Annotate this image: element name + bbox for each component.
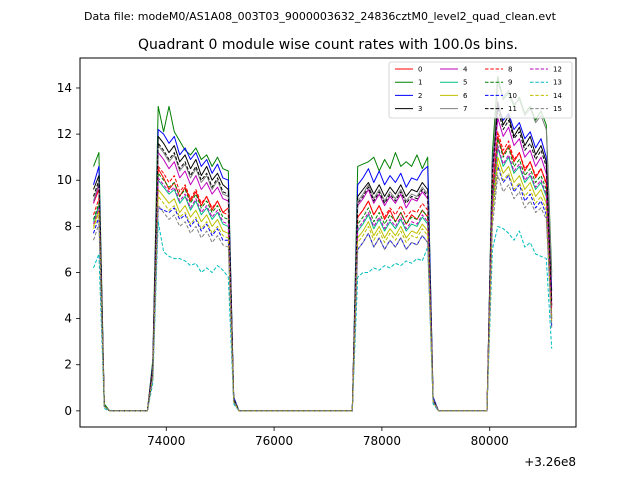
x-tick-label: 78000 — [363, 434, 401, 448]
legend-label-12: 12 — [553, 66, 562, 74]
series-layer — [93, 75, 553, 412]
series-line-2 — [93, 105, 553, 412]
x-axis-ticks: 74000 76000 78000 80000 — [147, 427, 509, 448]
x-tick-label: 80000 — [471, 434, 509, 448]
y-tick-label: 10 — [57, 173, 72, 187]
legend-label-10: 10 — [508, 92, 517, 100]
y-tick-label: 12 — [57, 127, 72, 141]
series-line-11 — [93, 108, 553, 412]
x-offset-label: +3.26e8 — [524, 455, 576, 469]
series-line-15 — [93, 175, 553, 412]
legend-label-11: 11 — [508, 105, 517, 113]
legend-label-3: 3 — [418, 105, 422, 113]
legend-box — [388, 61, 573, 119]
legend-label-6: 6 — [463, 92, 468, 100]
y-tick-label: 2 — [64, 358, 72, 372]
legend-label-1: 1 — [418, 79, 422, 87]
legend-label-8: 8 — [508, 66, 512, 74]
y-tick-label: 14 — [57, 81, 72, 95]
series-line-13 — [93, 221, 553, 412]
legend-label-13: 13 — [553, 79, 562, 87]
plot-frame — [79, 57, 577, 428]
legend-label-15: 15 — [553, 105, 562, 113]
y-axis-ticks: 0 2 4 6 8 10 12 14 — [57, 81, 80, 418]
series-line-14 — [93, 163, 553, 412]
y-tick-label: 6 — [64, 265, 72, 279]
y-tick-label: 4 — [64, 312, 72, 326]
legend-label-5: 5 — [463, 79, 467, 87]
legend-label-4: 4 — [463, 66, 468, 74]
series-line-6 — [93, 156, 553, 412]
series-line-4 — [93, 117, 553, 412]
legend-label-14: 14 — [553, 92, 562, 100]
y-tick-label: 0 — [64, 404, 72, 418]
legend-label-9: 9 — [508, 79, 512, 87]
series-line-0 — [93, 135, 553, 412]
legend-label-0: 0 — [418, 66, 422, 74]
x-tick-label: 76000 — [255, 434, 293, 448]
series-line-9 — [93, 138, 553, 412]
series-line-8 — [93, 131, 553, 412]
series-line-10 — [93, 165, 553, 412]
y-tick-label: 8 — [64, 219, 72, 233]
series-line-5 — [93, 147, 553, 412]
chart-title: Quadrant 0 module wise count rates with … — [138, 37, 518, 53]
legend-label-7: 7 — [463, 105, 467, 113]
legend-label-2: 2 — [418, 92, 422, 100]
x-tick-label: 74000 — [147, 434, 185, 448]
data-file-caption: Data file: modeM0/AS1A08_003T03_90000036… — [84, 10, 557, 23]
